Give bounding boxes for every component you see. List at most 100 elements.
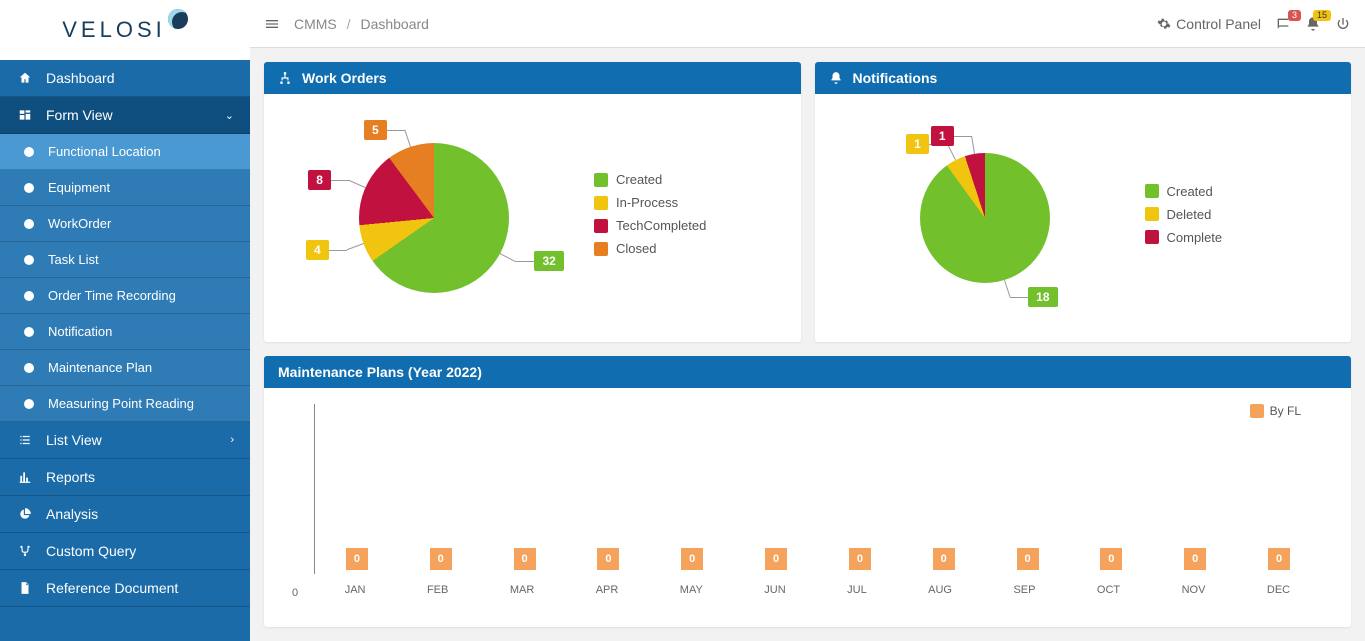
legend-swatch: [594, 196, 608, 210]
breadcrumb: CMMS / Dashboard: [294, 16, 429, 32]
legend-item[interactable]: Closed: [594, 241, 706, 256]
bar-value-label: 0: [346, 548, 368, 570]
notifications-pie: 1811: [835, 108, 1135, 328]
sidebar-subitem-functional-location[interactable]: Functional Location: [0, 134, 250, 170]
sidebar-subitem-equipment[interactable]: Equipment: [0, 170, 250, 206]
pie-slice-label: 8: [308, 170, 331, 190]
brand-logo: VELOSI: [0, 0, 250, 60]
legend-label: Created: [1167, 184, 1213, 199]
sidebar-subitem-notification[interactable]: Notification: [0, 314, 250, 350]
bullet-icon: [24, 291, 34, 301]
bar-x-label: APR: [596, 584, 619, 596]
sidebar-item-label: Reference Document: [46, 580, 178, 596]
work-orders-card: Work Orders 32485 CreatedIn-ProcessTechC…: [264, 62, 801, 342]
sidebar-item-analysis[interactable]: Analysis: [0, 496, 250, 533]
legend-swatch: [1145, 184, 1159, 198]
gear-icon: [1157, 17, 1171, 31]
sidebar-subitem-maintenance-plan[interactable]: Maintenance Plan: [0, 350, 250, 386]
list-icon: [16, 433, 34, 447]
legend-label: In-Process: [616, 195, 678, 210]
bullet-icon: [24, 219, 34, 229]
bar-value-label: 0: [1100, 548, 1122, 570]
bar-value-label: 0: [681, 548, 703, 570]
control-panel-label: Control Panel: [1176, 16, 1261, 32]
sidebar-subitem-label: Equipment: [48, 180, 110, 195]
pie-slice-label: 4: [306, 240, 329, 260]
breadcrumb-root[interactable]: CMMS: [294, 16, 337, 32]
sidebar-item-custom-query[interactable]: Custom Query: [0, 533, 250, 570]
control-panel-link[interactable]: Control Panel: [1157, 16, 1261, 32]
sidebar-item-label: Dashboard: [46, 70, 115, 86]
bar-x-label: JUN: [764, 584, 785, 596]
legend-item[interactable]: Created: [1145, 184, 1223, 199]
bar-x-label: MAY: [680, 584, 703, 596]
legend-item[interactable]: Complete: [1145, 230, 1223, 245]
notifications-card: Notifications 1811 Created Deleted Complet…: [815, 62, 1352, 342]
sidebar-subitem-label: Task List: [48, 252, 99, 267]
bar-x-label: DEC: [1267, 584, 1290, 596]
barstat-icon: [16, 470, 34, 484]
brand-name: VELOSI: [62, 17, 165, 42]
branch-icon: [16, 544, 34, 558]
legend-item[interactable]: In-Process: [594, 195, 706, 210]
legend-label: TechCompleted: [616, 218, 706, 233]
legend-item[interactable]: TechCompleted: [594, 218, 706, 233]
sidebar-item-list-view[interactable]: List View›: [0, 422, 250, 459]
pie-slice-label: 5: [364, 120, 387, 140]
notifications-legend: Created Deleted Complete: [1145, 184, 1223, 253]
legend-swatch: [1145, 207, 1159, 221]
breadcrumb-separator: /: [347, 16, 351, 32]
doc-icon: [16, 581, 34, 595]
sidebar-subitem-task-list[interactable]: Task List: [0, 242, 250, 278]
sidebar-subitem-order-time-recording[interactable]: Order Time Recording: [0, 278, 250, 314]
menu-toggle-button[interactable]: [264, 16, 280, 32]
bar-x-label: FEB: [427, 584, 448, 596]
sidebar-item-form-view[interactable]: Form View⌄: [0, 97, 250, 134]
bullet-icon: [24, 255, 34, 265]
notifications-button[interactable]: 15: [1305, 16, 1321, 32]
sidebar-subitem-measuring-point-reading[interactable]: Measuring Point Reading: [0, 386, 250, 422]
maintenance-bar-chart: By FL 0 000000000000 JANFEBMARAPRMAYJUNJ…: [274, 394, 1341, 604]
bar-x-label: NOV: [1182, 584, 1206, 596]
sidebar-subitem-label: Functional Location: [48, 144, 161, 159]
sidebar-subitem-label: WorkOrder: [48, 216, 111, 231]
sidebar-item-label: List View: [46, 432, 102, 448]
notifications-header: Notifications: [815, 62, 1352, 94]
sidebar-subitem-label: Maintenance Plan: [48, 360, 152, 375]
bullet-icon: [24, 147, 34, 157]
form-icon: [16, 108, 34, 122]
home-icon: [16, 71, 34, 85]
bar-value-label: 0: [1268, 548, 1290, 570]
sidebar-item-reference-document[interactable]: Reference Document: [0, 570, 250, 607]
sidebar-item-dashboard[interactable]: Dashboard: [0, 60, 250, 97]
work-orders-title: Work Orders: [302, 70, 387, 86]
maintenance-header: Maintenance Plans (Year 2022): [264, 356, 1351, 388]
bullet-icon: [24, 183, 34, 193]
sidebar-nav: Dashboard Form View⌄ Functional Location Eq…: [0, 60, 250, 641]
legend-label: Created: [616, 172, 662, 187]
legend-swatch: [594, 219, 608, 233]
sidebar-item-reports[interactable]: Reports: [0, 459, 250, 496]
bar-value-label: 0: [430, 548, 452, 570]
sidebar-subitem-label: Order Time Recording: [48, 288, 176, 303]
messages-button[interactable]: 3: [1275, 16, 1291, 32]
bar-chart-ytick: 0: [292, 587, 298, 599]
pie-slice-label: 18: [1028, 287, 1057, 307]
work-orders-header: Work Orders: [264, 62, 801, 94]
logout-button[interactable]: [1335, 16, 1351, 32]
sidebar: VELOSI Dashboard Form View⌄ Functional Loc…: [0, 0, 250, 641]
legend-item[interactable]: Created: [594, 172, 706, 187]
sidebar-item-label: Custom Query: [46, 543, 136, 559]
sidebar-subitem-workorder[interactable]: WorkOrder: [0, 206, 250, 242]
pie-slice-label: 1: [931, 126, 954, 146]
sidebar-item-label: Analysis: [46, 506, 98, 522]
legend-item[interactable]: Deleted: [1145, 207, 1223, 222]
bar-x-label: SEP: [1013, 584, 1035, 596]
sidebar-item-label: Form View: [46, 107, 113, 123]
bullet-icon: [24, 327, 34, 337]
bar-value-label: 0: [1184, 548, 1206, 570]
bar-x-label: OCT: [1097, 584, 1120, 596]
sidebar-item-label: Reports: [46, 469, 95, 485]
legend-swatch: [1145, 230, 1159, 244]
bar-value-label: 0: [514, 548, 536, 570]
